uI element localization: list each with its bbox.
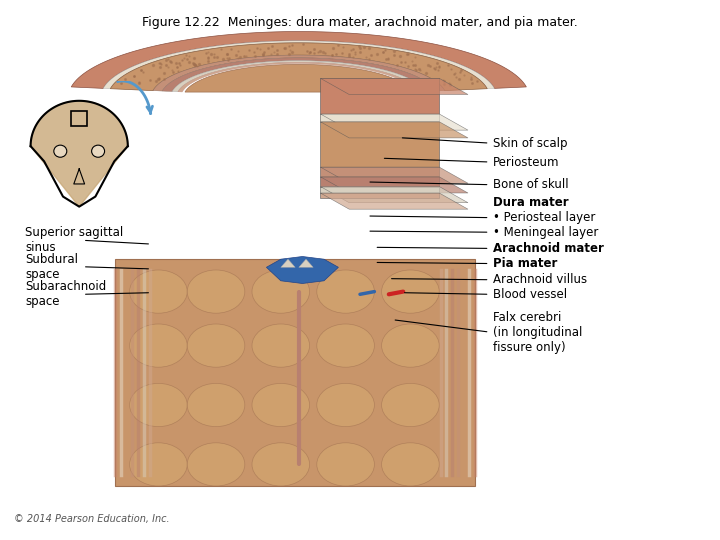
- Polygon shape: [110, 43, 487, 91]
- Circle shape: [130, 443, 187, 486]
- Circle shape: [317, 324, 374, 367]
- Polygon shape: [320, 186, 468, 202]
- Polygon shape: [320, 78, 439, 114]
- Polygon shape: [172, 60, 426, 92]
- Polygon shape: [320, 186, 439, 193]
- Circle shape: [187, 443, 245, 486]
- Circle shape: [382, 443, 439, 486]
- Text: Subdural
space: Subdural space: [25, 253, 78, 281]
- Polygon shape: [320, 122, 468, 138]
- Polygon shape: [299, 259, 313, 267]
- Circle shape: [130, 324, 187, 367]
- Circle shape: [252, 270, 310, 313]
- Polygon shape: [266, 256, 338, 284]
- Polygon shape: [103, 41, 495, 89]
- Circle shape: [91, 145, 104, 157]
- Text: Bone of skull: Bone of skull: [493, 178, 569, 191]
- Circle shape: [382, 324, 439, 367]
- Text: Arachnoid mater: Arachnoid mater: [493, 242, 604, 255]
- Circle shape: [317, 270, 374, 313]
- Polygon shape: [178, 62, 420, 92]
- Text: Subarachnoid
space: Subarachnoid space: [25, 280, 107, 308]
- Polygon shape: [320, 167, 439, 177]
- Text: © 2014 Pearson Education, Inc.: © 2014 Pearson Education, Inc.: [14, 514, 170, 524]
- Polygon shape: [320, 167, 468, 183]
- Polygon shape: [153, 55, 444, 91]
- Polygon shape: [320, 122, 439, 167]
- Polygon shape: [71, 31, 526, 89]
- Polygon shape: [162, 58, 436, 91]
- Text: • Meningeal layer: • Meningeal layer: [493, 226, 598, 239]
- Circle shape: [317, 443, 374, 486]
- Polygon shape: [320, 114, 439, 122]
- Text: Blood vessel: Blood vessel: [493, 288, 567, 301]
- Polygon shape: [320, 114, 468, 130]
- Text: Arachnoid villus: Arachnoid villus: [493, 273, 588, 286]
- Circle shape: [54, 145, 67, 157]
- Text: Periosteum: Periosteum: [493, 156, 559, 168]
- Circle shape: [130, 270, 187, 313]
- Text: Pia mater: Pia mater: [493, 257, 557, 270]
- Polygon shape: [185, 64, 413, 92]
- Text: Dura mater: Dura mater: [493, 196, 569, 209]
- Circle shape: [252, 324, 310, 367]
- Text: Skin of scalp: Skin of scalp: [493, 137, 567, 150]
- Polygon shape: [320, 177, 468, 193]
- Circle shape: [187, 383, 245, 427]
- Circle shape: [187, 270, 245, 313]
- Polygon shape: [320, 193, 439, 198]
- Circle shape: [252, 383, 310, 427]
- Circle shape: [130, 383, 187, 427]
- Polygon shape: [320, 177, 439, 186]
- Text: Figure 12.22  Meninges: dura mater, arachnoid mater, and pia mater.: Figure 12.22 Meninges: dura mater, arach…: [142, 16, 578, 29]
- Circle shape: [382, 383, 439, 427]
- Text: Superior sagittal
sinus: Superior sagittal sinus: [25, 226, 123, 254]
- Polygon shape: [30, 101, 128, 207]
- Text: Falx cerebri
(in longitudinal
fissure only): Falx cerebri (in longitudinal fissure on…: [493, 310, 582, 354]
- Circle shape: [187, 324, 245, 367]
- Circle shape: [252, 443, 310, 486]
- Polygon shape: [281, 259, 295, 267]
- Polygon shape: [115, 259, 475, 486]
- Polygon shape: [320, 193, 468, 209]
- Circle shape: [382, 270, 439, 313]
- Polygon shape: [320, 78, 468, 94]
- Circle shape: [317, 383, 374, 427]
- Text: • Periosteal layer: • Periosteal layer: [493, 211, 595, 224]
